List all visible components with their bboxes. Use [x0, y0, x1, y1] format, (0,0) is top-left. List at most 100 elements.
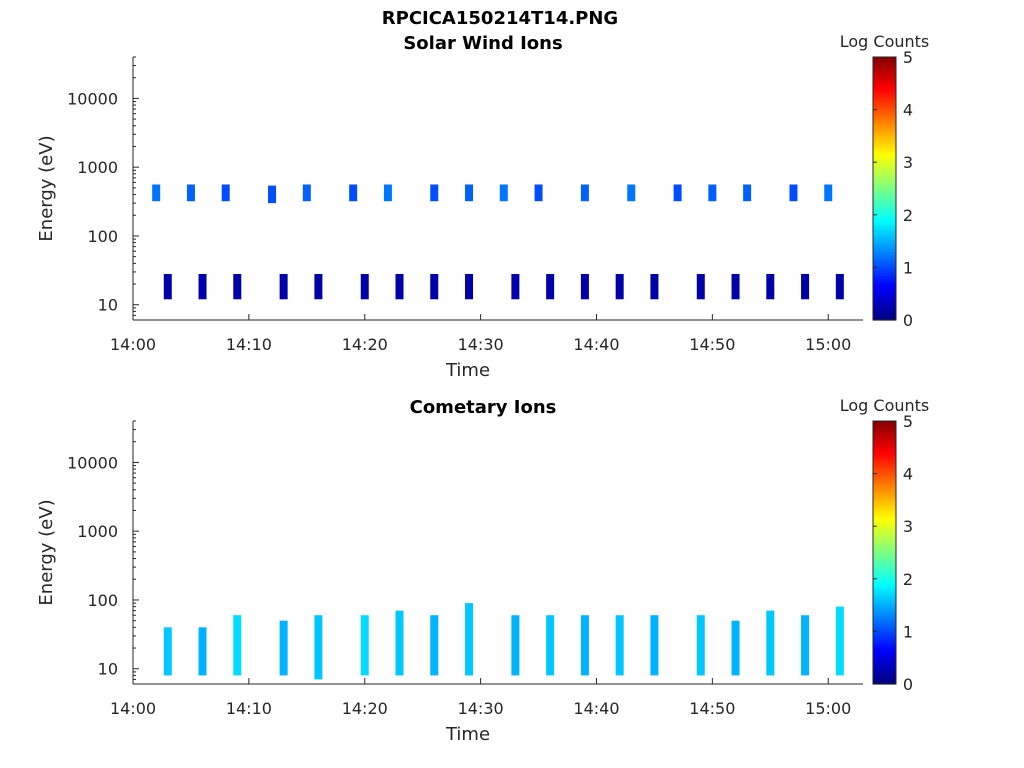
colorbar-strip [873, 220, 896, 224]
colorbar-frame [872, 420, 897, 685]
spectrogram-cell [465, 273, 474, 300]
colorbar-strip [873, 644, 896, 648]
colorbar-strip [873, 280, 896, 284]
spectrogram-cell [580, 273, 589, 300]
spectrogram-cell [580, 184, 589, 202]
colorbar-strip [873, 431, 896, 435]
colorbar-strip [873, 78, 896, 82]
colorbar-strip [873, 470, 896, 475]
colorbar-strip [873, 465, 896, 469]
panel-title: Cometary Ions [410, 397, 557, 418]
colorbar-strip [873, 109, 896, 113]
colorbar-strip [873, 233, 896, 237]
y-tick-label: 100 [87, 591, 118, 610]
colorbar-strip [873, 486, 896, 490]
colorbar-strip [873, 57, 896, 61]
colorbar-strip [873, 212, 896, 216]
colorbar-strip [873, 235, 896, 240]
colorbar-strip [873, 167, 896, 171]
x-tick-label: 14:20 [342, 335, 388, 354]
colorbar-strip [873, 623, 896, 627]
colorbar-strip [873, 177, 896, 182]
spectrogram-cell [233, 615, 242, 676]
colorbar-strip [873, 478, 896, 483]
spectrogram-cell [163, 273, 172, 300]
y-tick-label: 10000 [67, 453, 118, 472]
colorbar-strip [873, 502, 896, 506]
figure-title: RPCICA150214T14.PNG [382, 8, 618, 29]
colorbar-strip [873, 665, 896, 669]
colorbar-strip [873, 238, 896, 242]
colorbar-strip [873, 114, 896, 119]
colorbar-strip [873, 62, 896, 66]
colorbar-strip [873, 636, 896, 640]
colorbar-strip [873, 222, 896, 226]
colorbar-strip [873, 246, 896, 250]
colorbar-strip [873, 444, 896, 448]
spectrogram-cell [615, 273, 624, 300]
colorbar-strip [873, 259, 896, 263]
colorbar-strip [873, 112, 896, 116]
x-tick-label: 14:50 [689, 699, 735, 718]
spectrogram-cell [534, 184, 543, 202]
colorbar-strip [873, 122, 896, 126]
colorbar-strip [873, 80, 896, 84]
spectrogram-cell [766, 273, 775, 300]
colorbar-strip [873, 151, 896, 155]
colorbar-strip [873, 256, 896, 261]
colorbar-strip [873, 291, 896, 295]
colorbar-strip [873, 248, 896, 253]
colorbar-strip [873, 285, 896, 290]
spectrogram-cell [789, 184, 798, 202]
spectrogram-cell [198, 273, 207, 300]
colorbar-strip [873, 117, 896, 121]
colorbar-strip [873, 138, 896, 142]
colorbar-strip [873, 523, 896, 527]
y-tick-label: 100 [87, 227, 118, 246]
colorbar-strip [873, 135, 896, 140]
colorbar-strip [873, 547, 896, 551]
spectrogram-cell [766, 610, 775, 676]
colorbar-strip [873, 615, 896, 619]
colorbar-strip [873, 298, 896, 303]
spectrogram-cell [268, 185, 277, 204]
colorbar-strip [873, 172, 896, 176]
colorbar-strip [873, 528, 896, 533]
colorbar-strip [873, 243, 896, 247]
colorbar-strip [873, 101, 896, 105]
colorbar-strip [873, 631, 896, 635]
colorbar-strip [873, 199, 896, 203]
colorbar-strip [873, 591, 896, 596]
x-tick-label: 14:30 [458, 699, 504, 718]
spectrogram-cell [580, 615, 589, 676]
colorbar-strip [873, 254, 896, 258]
colorbar-strip [873, 518, 896, 522]
spectrogram-cell [360, 273, 369, 300]
x-tick-label: 14:00 [110, 699, 156, 718]
colorbar-strip [873, 499, 896, 504]
colorbar-strip [873, 277, 896, 282]
spectrogram-cell [696, 273, 705, 300]
colorbar-strip [873, 64, 896, 69]
colorbar-strip [873, 267, 896, 271]
spectrogram-cell [163, 627, 172, 676]
spectrogram-cell [430, 184, 439, 202]
spectrogram-cell [198, 627, 207, 676]
colorbar-tick-label: 3 [903, 517, 913, 536]
spectrogram-cell [465, 184, 474, 202]
colorbar-strip [873, 206, 896, 211]
colorbar-strip [873, 628, 896, 632]
colorbar-strip [873, 164, 896, 169]
colorbar-tick-label: 2 [903, 206, 913, 225]
colorbar-strip [873, 676, 896, 680]
colorbar-strip [873, 283, 896, 287]
spectrogram-cell [395, 610, 404, 676]
colorbar-strip [873, 610, 896, 614]
colorbar-strip [873, 660, 896, 664]
colorbar-tick-label: 5 [903, 48, 913, 67]
colorbar-strip [873, 607, 896, 611]
colorbar-strip [873, 589, 896, 593]
colorbar-frame [872, 56, 897, 321]
